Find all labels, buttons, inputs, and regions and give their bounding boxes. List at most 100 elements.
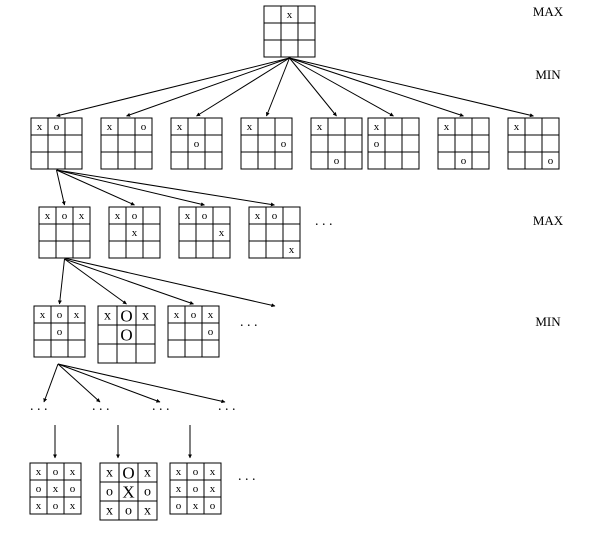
board-cell: x xyxy=(514,121,520,133)
board-cell: o xyxy=(193,466,199,478)
board-cell: o xyxy=(374,138,380,150)
board-cell: x xyxy=(36,466,42,478)
board-cell: x xyxy=(287,9,293,21)
tree-edge xyxy=(57,170,275,205)
board-cell: x xyxy=(317,121,323,133)
tictactoe-board: xo xyxy=(171,118,222,169)
tictactoe-board: xoxxoxoxo xyxy=(170,463,221,514)
tree-edge xyxy=(127,58,290,116)
board-cell: x xyxy=(176,466,182,478)
board-cell: o xyxy=(53,500,59,512)
board-cell: x xyxy=(208,309,214,321)
board-cell: o xyxy=(272,210,278,222)
board-cell: o xyxy=(132,210,138,222)
tree-edge xyxy=(57,170,65,205)
tictactoe-board: xo xyxy=(311,118,362,169)
board-cell: o xyxy=(461,155,467,167)
tictactoe-board: xox xyxy=(109,207,160,258)
board-cell: x xyxy=(40,309,46,321)
board-cell: O xyxy=(120,326,132,345)
board-cell: O xyxy=(120,307,132,326)
board-cell: x xyxy=(177,121,183,133)
continuation-dots: . . . xyxy=(92,399,110,414)
tree-edge xyxy=(58,364,160,402)
tree-edge xyxy=(58,364,225,402)
continuation-dots: . . . xyxy=(30,399,48,414)
tree-edge xyxy=(197,58,290,116)
tree-edge xyxy=(65,259,127,304)
board-cell: o xyxy=(36,483,42,495)
board-cell: o xyxy=(125,504,132,519)
board-cell: x xyxy=(444,121,450,133)
board-cell: o xyxy=(202,210,208,222)
board-cell: x xyxy=(193,500,199,512)
tictactoe-board: xoxo xyxy=(168,306,219,357)
continuation-dots: . . . xyxy=(238,469,256,484)
board-cell: x xyxy=(144,504,151,519)
tree-edge xyxy=(290,58,534,116)
board-cell: x xyxy=(70,500,76,512)
continuation-dots: . . . xyxy=(315,214,333,229)
board-cell: O xyxy=(122,464,134,483)
board-cell: x xyxy=(106,504,113,519)
board-cell: o xyxy=(194,138,200,150)
board-cell: x xyxy=(210,483,216,495)
tictactoe-board: xox xyxy=(179,207,230,258)
board-cell: o xyxy=(176,500,182,512)
board-cell: x xyxy=(210,466,216,478)
board-cell: x xyxy=(107,121,113,133)
board-cell: o xyxy=(141,121,147,133)
layer-label: MIN xyxy=(535,67,561,82)
layer-label: MIN xyxy=(535,314,561,329)
board-cell: x xyxy=(74,309,80,321)
layer-label: MAX xyxy=(533,4,564,19)
board-cell: x xyxy=(289,244,295,256)
board-cell: o xyxy=(144,485,151,500)
board-cell: x xyxy=(185,210,191,222)
tree-edge xyxy=(290,58,337,116)
board-cell: x xyxy=(255,210,261,222)
board-cell: x xyxy=(174,309,180,321)
board-cell: o xyxy=(281,138,287,150)
board-cell: o xyxy=(62,210,68,222)
tictactoe-board: x xyxy=(264,6,315,57)
minimax-tree-diagram: xxoxoxoxoxoxoxoxoxoxxoxxoxxoxxoxoxOxOxox… xyxy=(0,0,594,550)
tree-edge xyxy=(57,170,135,205)
tictactoe-board: xox xyxy=(39,207,90,258)
tree-edge xyxy=(65,259,194,304)
board-cell: o xyxy=(193,483,199,495)
board-cell: o xyxy=(191,309,197,321)
board-cell: X xyxy=(122,483,134,502)
board-cell: x xyxy=(37,121,43,133)
tree-edge xyxy=(58,364,100,402)
tictactoe-board: xOxoXoxox xyxy=(100,463,157,520)
board-cell: x xyxy=(374,121,380,133)
board-cell: x xyxy=(79,210,85,222)
board-cell: o xyxy=(54,121,60,133)
board-cell: x xyxy=(132,227,138,239)
tictactoe-board: xo xyxy=(368,118,419,169)
board-cell: x xyxy=(36,500,42,512)
continuation-dots: . . . xyxy=(240,315,258,330)
board-cell: x xyxy=(142,309,149,324)
board-cell: x xyxy=(115,210,121,222)
tree-edge xyxy=(290,58,464,116)
tictactoe-board: xo xyxy=(438,118,489,169)
board-cell: x xyxy=(176,483,182,495)
board-cell: o xyxy=(53,466,59,478)
board-cell: x xyxy=(104,309,111,324)
board-cell: o xyxy=(106,485,113,500)
board-cell: x xyxy=(247,121,253,133)
tictactoe-board: xo xyxy=(241,118,292,169)
tree-edge xyxy=(44,364,58,402)
tree-edge xyxy=(57,170,205,205)
board-cell: x xyxy=(106,466,113,481)
continuation-dots: . . . xyxy=(218,399,236,414)
layer-label: MAX xyxy=(533,213,564,228)
tictactoe-board: xo xyxy=(101,118,152,169)
tictactoe-board: xo xyxy=(31,118,82,169)
board-cell: x xyxy=(219,227,225,239)
board-cell: x xyxy=(53,483,59,495)
tree-edge xyxy=(267,58,290,116)
board-cell: x xyxy=(144,466,151,481)
